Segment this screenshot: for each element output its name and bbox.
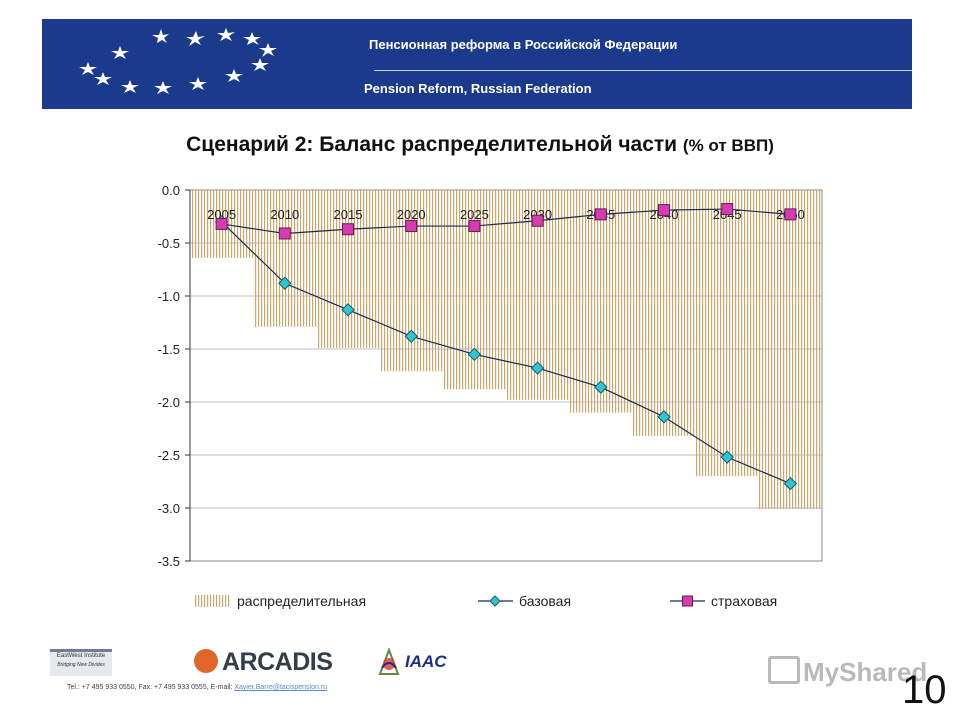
contact-info: Tel.: +7 495 933 0550, Fax: +7 495 933 0… [67, 684, 327, 691]
marker-strakhovaya-2020 [405, 220, 418, 233]
bar-2045 [695, 190, 759, 477]
balance-chart: 0.0 -0.5 -1.0 -1.5 -2.0 -2.5 -3.0 -3.5 2005 2010… [158, 183, 823, 609]
marker-strakhovaya-2015 [342, 223, 354, 236]
y-tick-label: -2.0 [158, 395, 180, 410]
marker-bazovaya-2040 [657, 410, 671, 424]
slide-title: Сценарий 2: Баланс распределительной час… [0, 133, 960, 157]
legend-label-strakhovaya: страховая [711, 593, 777, 609]
legend-marker-strakhovaya [682, 595, 693, 607]
eu-stars-icon [79, 28, 277, 94]
x-tick-label: 2030 [523, 207, 552, 222]
slide-title-text: Сценарий 2: Баланс распределительной час… [186, 133, 678, 156]
marker-bazovaya-2025 [467, 347, 482, 362]
arcadis-logo: ARCADIS [194, 648, 333, 677]
marker-bazovaya-2030 [530, 361, 545, 375]
line-bazovaya [221, 221, 791, 485]
x-tick-label: 2025 [460, 207, 489, 222]
ewi-tagline: Bridging New Divides [57, 662, 105, 668]
marker-bazovaya-2045 [720, 450, 734, 464]
x-tick-label: 2005 [207, 207, 236, 222]
y-tick-label: -3.0 [158, 501, 180, 516]
marker-bazovaya-2015 [341, 303, 355, 317]
bar-2035 [569, 190, 633, 413]
legend-label-raspredelitelnaya: распределительная [237, 593, 366, 609]
marker-strakhovaya-2035 [594, 208, 607, 221]
line-strakhovaya [221, 208, 791, 235]
header-banner: Пенсионная реформа в Российской Федераци… [42, 19, 912, 109]
bar-2040 [632, 190, 696, 436]
marker-bazovaya-2010 [278, 276, 292, 290]
page-number: 10 [902, 668, 947, 712]
contact-text: Tel.: +7 495 933 0550, Fax: +7 495 933 0… [67, 684, 235, 691]
myshared-text: MyShared [803, 657, 928, 687]
bar-2015 [316, 190, 380, 348]
myshared-watermark: MyShared [768, 656, 927, 688]
x-tick-label: 2015 [334, 207, 363, 222]
marker-bazovaya-2035 [594, 380, 608, 394]
marker-strakhovaya-2040 [658, 204, 670, 217]
iaac-logo: IAAC [405, 652, 447, 671]
x-tick-label: 2010 [270, 207, 299, 222]
bar-2010 [253, 190, 317, 327]
marker-strakhovaya-2030 [531, 214, 544, 227]
marker-strakhovaya-2045 [721, 203, 734, 216]
x-tick-label: 2020 [397, 207, 426, 222]
marker-strakhovaya-2005 [215, 217, 228, 230]
slide-title-unit: (% от ВВП) [682, 136, 774, 155]
arcadis-mark-icon [194, 649, 218, 673]
marker-strakhovaya-2025 [468, 220, 481, 233]
y-tick-label: -1.5 [158, 342, 180, 357]
myshared-logo-icon [768, 656, 800, 684]
arcadis-name: ARCADIS [222, 648, 333, 676]
bar-2050 [758, 190, 822, 510]
marker-strakhovaya-2050 [784, 208, 797, 221]
iaac-emblem-icon [378, 648, 400, 675]
header-divider [374, 70, 912, 71]
marker-bazovaya-2050 [783, 476, 798, 491]
y-tick-label: -2.5 [158, 448, 180, 463]
header-title-en: Pension Reform, Russian Federation [364, 81, 592, 96]
y-tick-label: -0.5 [158, 236, 180, 251]
contact-email-link[interactable]: Xavier.Barre@tacispension.ru [234, 684, 328, 691]
y-tick-label: -3.5 [158, 554, 180, 569]
marker-bazovaya-2020 [404, 329, 418, 343]
y-tick-label: -1.0 [158, 289, 180, 304]
legend-swatch-raspredelitelnaya [195, 595, 231, 607]
eastwest-institute-logo: EastWest Institute Bridging New Divides [50, 649, 112, 676]
y-tick-label: 0.0 [162, 183, 180, 198]
legend-marker-bazovaya [489, 595, 501, 607]
header-title-ru: Пенсионная реформа в Российской Федераци… [369, 37, 678, 52]
legend-label-bazovaya: базовая [519, 593, 571, 609]
marker-strakhovaya-2010 [278, 227, 291, 240]
ewi-name: EastWest Institute [56, 653, 106, 659]
footer-logos: EastWest Institute Bridging New Divides … [0, 640, 960, 700]
